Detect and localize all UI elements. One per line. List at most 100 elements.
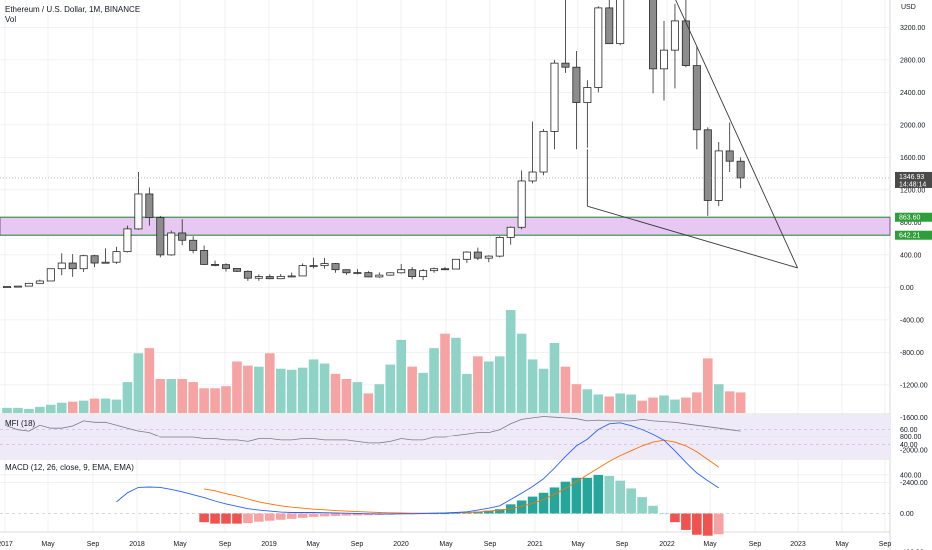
volume-bar	[582, 389, 593, 413]
candle-body	[473, 251, 482, 259]
candle-body	[419, 270, 428, 277]
volume-bar	[451, 337, 461, 413]
symbol-title[interactable]: Ethereum / U.S. Dollar, 1M, BINANCE	[5, 5, 141, 14]
macd-hist-bar	[440, 513, 450, 515]
volume-bar	[494, 356, 505, 413]
candle	[736, 157, 745, 189]
candle	[156, 215, 165, 258]
candle-body	[298, 265, 307, 277]
candle-body	[243, 270, 252, 279]
candle	[298, 263, 307, 277]
macd-hist-bar	[560, 481, 571, 514]
macd-hist-bar	[593, 474, 604, 514]
candle	[397, 264, 406, 274]
volume-bars	[2, 310, 746, 413]
mfi-label[interactable]: MFI (18)	[5, 419, 36, 428]
volume-bar	[330, 373, 341, 413]
macd-hist-bar	[582, 477, 593, 514]
candle-body	[714, 150, 723, 201]
candle	[430, 267, 439, 273]
wedge-lower-line	[587, 205, 798, 269]
time-tick-label: May	[173, 541, 187, 548]
time-tick-label: May	[571, 541, 585, 548]
volume-bar	[604, 396, 615, 413]
volume-bar	[593, 394, 604, 413]
candle-body	[484, 255, 493, 259]
candle	[232, 268, 241, 272]
candle	[408, 267, 417, 280]
macd-hist-bar	[429, 513, 439, 515]
volume-bar	[308, 359, 319, 413]
candle-body	[200, 250, 209, 265]
volume-bar	[122, 382, 133, 413]
last-price-value: 1346.93	[899, 174, 924, 181]
candle	[440, 267, 449, 271]
candle-body	[670, 20, 679, 51]
macd-hist-bar	[363, 513, 374, 516]
candle	[714, 141, 723, 207]
candle	[681, 0, 690, 68]
candle	[539, 128, 548, 176]
volume-bar	[46, 404, 56, 413]
volume-bar	[648, 397, 658, 413]
price-tick-label: 800.00	[900, 220, 922, 227]
time-tick-label: 2017	[0, 541, 13, 548]
volume-bar	[232, 361, 242, 413]
volume-bar	[13, 407, 23, 413]
macd-hist-bar	[637, 497, 647, 514]
volume-bar	[243, 365, 253, 413]
volume-bar	[286, 369, 297, 413]
volume-bar	[538, 368, 549, 413]
price-tick-label: 2800.00	[900, 57, 925, 64]
macd-label[interactable]: MACD (12, 26, close, 9, EMA, EMA)	[5, 463, 134, 472]
volume-bar	[265, 353, 275, 413]
candle	[484, 255, 493, 263]
price-tick-label: -2000.00	[900, 447, 928, 454]
candle-body	[561, 62, 570, 68]
price-tick-label: -2400.00	[900, 480, 928, 487]
volume-bar	[429, 348, 439, 413]
candle-body	[178, 232, 187, 241]
candle	[243, 270, 252, 281]
macd-hist-bar	[232, 513, 242, 524]
volume-bar	[188, 382, 198, 413]
time-tick-label: Sep	[616, 541, 629, 548]
candle-body	[331, 263, 340, 271]
time-tick-label: 2020	[393, 541, 409, 548]
candle	[24, 282, 33, 287]
candle	[670, 3, 679, 89]
macd-hist-bar	[626, 488, 636, 514]
volume-bar	[352, 382, 363, 413]
trendline-drawings	[0, 0, 890, 269]
price-tick-label: 2400.00	[900, 90, 925, 97]
candle	[265, 274, 274, 280]
volume-bar	[2, 407, 12, 413]
candle-body	[408, 269, 417, 277]
volume-bar	[549, 342, 560, 413]
time-tick-label: 2022	[659, 541, 675, 548]
candle	[386, 272, 395, 276]
candle-body	[430, 268, 439, 272]
level-badge-bg	[895, 230, 932, 240]
volume-bar	[363, 393, 374, 413]
candle	[123, 225, 132, 253]
macd-hist-bar	[681, 513, 691, 530]
candle	[331, 263, 340, 273]
candle-body	[254, 276, 263, 279]
mfi-line	[6, 416, 741, 444]
candle-body	[221, 264, 230, 269]
time-tick-label: May	[835, 541, 849, 548]
candle	[287, 272, 296, 278]
volume-bar	[35, 406, 45, 413]
volume-bar	[177, 379, 187, 413]
candle	[725, 122, 734, 173]
candle	[594, 6, 603, 93]
candle-body	[35, 280, 44, 284]
volume-bar	[396, 339, 406, 413]
volume-bar	[418, 372, 428, 413]
candle-body	[3, 286, 11, 288]
support-zone-rect	[0, 216, 891, 236]
